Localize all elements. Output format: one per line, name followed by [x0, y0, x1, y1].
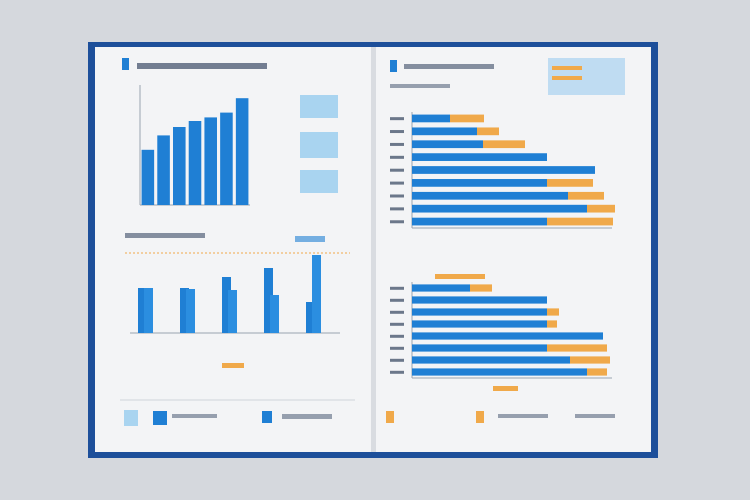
- footer-text: [498, 414, 548, 418]
- bar-segment: [412, 308, 547, 316]
- footer-text: [575, 414, 615, 418]
- bar: [173, 127, 186, 205]
- bar: [186, 289, 195, 333]
- bar-segment: [483, 140, 525, 149]
- bar: [222, 277, 231, 333]
- bar-segment: [547, 217, 613, 226]
- bar: [228, 290, 237, 333]
- bar-segment: [412, 296, 547, 304]
- bar-segment: [412, 368, 587, 376]
- bar-segment: [470, 284, 492, 292]
- footer-icon: [153, 411, 167, 425]
- footer-text: [282, 414, 332, 419]
- spine: [371, 47, 376, 452]
- bar-segment: [412, 332, 603, 340]
- bar-segment: [412, 217, 547, 226]
- bar-segment: [412, 153, 547, 161]
- bar-segment: [412, 344, 547, 352]
- header-icon: [122, 58, 129, 70]
- legend-swatch: [552, 66, 582, 70]
- footer-icon: [476, 411, 484, 423]
- info-box: [300, 132, 338, 158]
- bar-segment: [412, 127, 477, 136]
- bar-segment: [412, 191, 568, 200]
- bar: [188, 121, 202, 205]
- section-label: [493, 386, 518, 391]
- legend-swatch: [552, 76, 582, 80]
- bar: [144, 288, 153, 333]
- bar-segment: [412, 140, 483, 149]
- bar-segment: [450, 114, 484, 123]
- bar-segment: [412, 166, 595, 174]
- section-label: [295, 236, 325, 242]
- subheader-text: [390, 84, 450, 88]
- row-label: [390, 334, 404, 338]
- bar-segment: [547, 320, 557, 328]
- right-page: [375, 47, 651, 452]
- footer-icon: [386, 411, 394, 423]
- header-text: [404, 64, 494, 69]
- row-label: [390, 168, 404, 172]
- info-box: [300, 170, 338, 193]
- row-label: [390, 207, 404, 211]
- row-label: [390, 370, 404, 374]
- footer-text: [172, 414, 217, 418]
- bar: [138, 288, 147, 333]
- bar: [220, 112, 233, 205]
- bar: [306, 302, 315, 333]
- footer-icon: [262, 411, 272, 423]
- bar: [141, 149, 155, 205]
- row-label: [390, 298, 404, 302]
- row-label: [390, 286, 404, 290]
- row-label: [390, 322, 404, 326]
- row-label: [390, 358, 404, 362]
- bar-segment: [412, 320, 547, 328]
- section-label: [435, 274, 485, 279]
- bar-segment: [547, 179, 593, 187]
- bar: [204, 117, 217, 205]
- header-icon: [390, 60, 397, 72]
- row-label: [390, 117, 404, 121]
- header-text: [137, 63, 267, 69]
- bar-segment: [412, 204, 587, 213]
- row-label: [390, 155, 404, 159]
- bar: [180, 288, 189, 333]
- bar-segment: [547, 308, 559, 316]
- row-label: [390, 194, 404, 198]
- row-label: [390, 181, 404, 185]
- bar-segment: [477, 127, 499, 136]
- row-label: [390, 220, 404, 224]
- bar-segment: [412, 179, 547, 187]
- row-label: [390, 130, 404, 134]
- bar: [312, 255, 321, 333]
- row-label: [390, 142, 404, 146]
- bar-segment: [570, 356, 610, 364]
- bar: [235, 98, 249, 205]
- bar-segment: [587, 368, 607, 376]
- info-box: [300, 95, 338, 118]
- bar-segment: [568, 191, 604, 200]
- bar-segment: [412, 114, 450, 123]
- bar: [270, 295, 279, 333]
- bar: [264, 268, 273, 333]
- row-label: [390, 310, 404, 314]
- bar-segment: [412, 356, 570, 364]
- bar: [157, 135, 170, 205]
- row-label: [390, 346, 404, 350]
- bar-segment: [547, 344, 607, 352]
- bar-segment: [412, 284, 470, 292]
- section-text: [125, 233, 205, 238]
- section-label: [222, 363, 244, 368]
- footer-icon: [124, 410, 138, 426]
- bar-segment: [587, 204, 615, 213]
